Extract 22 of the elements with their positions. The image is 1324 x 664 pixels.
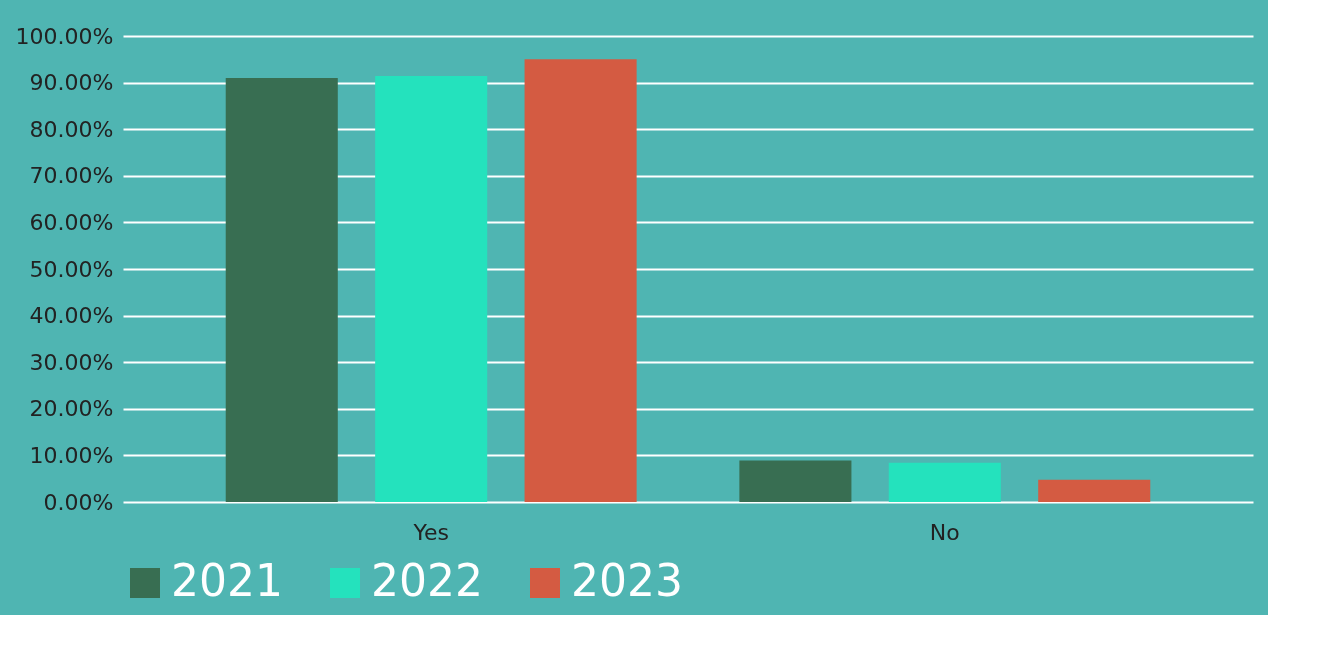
y-tick-label: 80.00% bbox=[29, 116, 114, 142]
y-tick-label: 50.00% bbox=[29, 256, 114, 282]
bar bbox=[888, 462, 1001, 502]
y-tick-label: 20.00% bbox=[29, 396, 114, 422]
y-tick-label: 70.00% bbox=[29, 163, 114, 189]
y-tick-label: 60.00% bbox=[29, 209, 114, 235]
legend-label: 2022 bbox=[371, 555, 483, 606]
y-tick-label: 0.00% bbox=[43, 489, 114, 515]
x-tick-label: Yes bbox=[412, 519, 449, 545]
legend-label: 2023 bbox=[571, 555, 683, 606]
bar bbox=[1038, 479, 1151, 502]
y-tick-label: 10.00% bbox=[29, 442, 114, 468]
bar bbox=[524, 59, 637, 502]
bar bbox=[225, 77, 338, 502]
legend-label: 2021 bbox=[171, 555, 283, 606]
y-tick-label: 90.00% bbox=[29, 70, 114, 96]
x-tick-label: No bbox=[929, 519, 960, 545]
bar bbox=[375, 76, 488, 502]
y-tick-label: 100.00% bbox=[15, 23, 114, 49]
bar bbox=[739, 460, 852, 502]
y-tick-label: 30.00% bbox=[29, 349, 114, 375]
y-tick-label: 40.00% bbox=[29, 303, 114, 329]
